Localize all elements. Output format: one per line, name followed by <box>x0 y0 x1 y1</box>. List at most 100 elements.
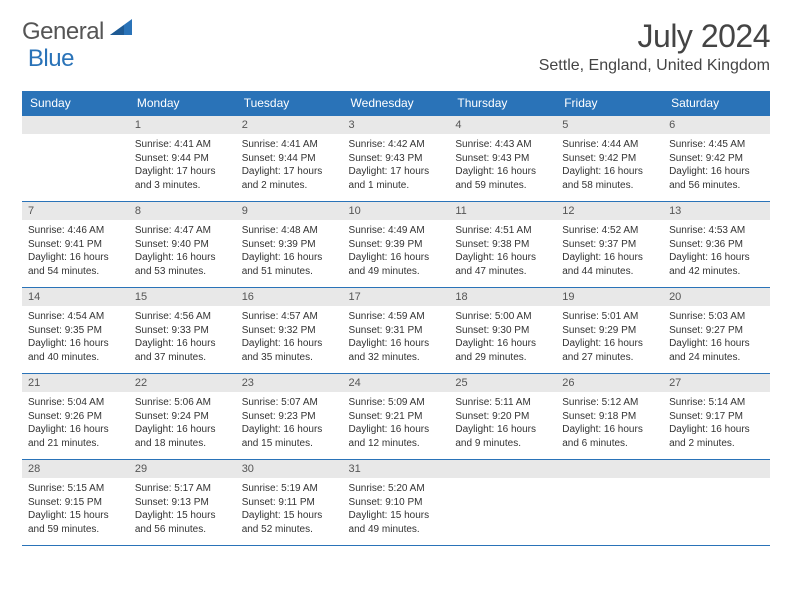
day-number: 13 <box>663 202 770 220</box>
sunset-text: Sunset: 9:42 PM <box>669 152 764 166</box>
day-number: 27 <box>663 374 770 392</box>
daylight-text: Daylight: 16 hours and 6 minutes. <box>562 423 657 450</box>
calendar-cell: 30Sunrise: 5:19 AMSunset: 9:11 PMDayligh… <box>236 460 343 546</box>
day-data: Sunrise: 4:43 AMSunset: 9:43 PMDaylight:… <box>449 134 556 196</box>
day-data: Sunrise: 4:45 AMSunset: 9:42 PMDaylight:… <box>663 134 770 196</box>
sunrise-text: Sunrise: 4:57 AM <box>242 310 337 324</box>
calendar-cell: 29Sunrise: 5:17 AMSunset: 9:13 PMDayligh… <box>129 460 236 546</box>
daylight-text: Daylight: 16 hours and 40 minutes. <box>28 337 123 364</box>
calendar-cell: 15Sunrise: 4:56 AMSunset: 9:33 PMDayligh… <box>129 288 236 374</box>
day-number: 22 <box>129 374 236 392</box>
sunset-text: Sunset: 9:17 PM <box>669 410 764 424</box>
sunrise-text: Sunrise: 5:17 AM <box>135 482 230 496</box>
sunrise-text: Sunrise: 4:52 AM <box>562 224 657 238</box>
logo-word-blue: Blue <box>28 45 74 73</box>
day-data: Sunrise: 5:20 AMSunset: 9:10 PMDaylight:… <box>343 478 450 540</box>
calendar-cell: 24Sunrise: 5:09 AMSunset: 9:21 PMDayligh… <box>343 374 450 460</box>
calendar-cell: 27Sunrise: 5:14 AMSunset: 9:17 PMDayligh… <box>663 374 770 460</box>
day-data: Sunrise: 5:17 AMSunset: 9:13 PMDaylight:… <box>129 478 236 540</box>
sunset-text: Sunset: 9:10 PM <box>349 496 444 510</box>
day-data: Sunrise: 4:52 AMSunset: 9:37 PMDaylight:… <box>556 220 663 282</box>
day-data: Sunrise: 4:47 AMSunset: 9:40 PMDaylight:… <box>129 220 236 282</box>
month-title: July 2024 <box>539 18 770 55</box>
sunset-text: Sunset: 9:18 PM <box>562 410 657 424</box>
day-data: Sunrise: 4:57 AMSunset: 9:32 PMDaylight:… <box>236 306 343 368</box>
day-data: Sunrise: 5:14 AMSunset: 9:17 PMDaylight:… <box>663 392 770 454</box>
daylight-text: Daylight: 17 hours and 1 minute. <box>349 165 444 192</box>
sunrise-text: Sunrise: 4:59 AM <box>349 310 444 324</box>
header-wednesday: Wednesday <box>343 91 450 116</box>
day-number: 4 <box>449 116 556 134</box>
calendar-cell: 8Sunrise: 4:47 AMSunset: 9:40 PMDaylight… <box>129 202 236 288</box>
sunset-text: Sunset: 9:30 PM <box>455 324 550 338</box>
day-header-row: Sunday Monday Tuesday Wednesday Thursday… <box>22 91 770 116</box>
calendar-cell: 17Sunrise: 4:59 AMSunset: 9:31 PMDayligh… <box>343 288 450 374</box>
day-number: 15 <box>129 288 236 306</box>
daylight-text: Daylight: 16 hours and 21 minutes. <box>28 423 123 450</box>
day-data: Sunrise: 5:00 AMSunset: 9:30 PMDaylight:… <box>449 306 556 368</box>
calendar-week-row: 14Sunrise: 4:54 AMSunset: 9:35 PMDayligh… <box>22 288 770 374</box>
day-data: Sunrise: 4:59 AMSunset: 9:31 PMDaylight:… <box>343 306 450 368</box>
sunrise-text: Sunrise: 5:04 AM <box>28 396 123 410</box>
calendar-cell <box>449 460 556 546</box>
calendar-cell: 25Sunrise: 5:11 AMSunset: 9:20 PMDayligh… <box>449 374 556 460</box>
sunrise-text: Sunrise: 5:19 AM <box>242 482 337 496</box>
daylight-text: Daylight: 16 hours and 32 minutes. <box>349 337 444 364</box>
day-data: Sunrise: 4:53 AMSunset: 9:36 PMDaylight:… <box>663 220 770 282</box>
day-number: 6 <box>663 116 770 134</box>
sunset-text: Sunset: 9:33 PM <box>135 324 230 338</box>
day-number-empty <box>663 460 770 478</box>
logo-word-general: General <box>22 18 104 46</box>
day-data: Sunrise: 5:06 AMSunset: 9:24 PMDaylight:… <box>129 392 236 454</box>
day-data: Sunrise: 4:44 AMSunset: 9:42 PMDaylight:… <box>556 134 663 196</box>
daylight-text: Daylight: 17 hours and 2 minutes. <box>242 165 337 192</box>
day-number: 19 <box>556 288 663 306</box>
daylight-text: Daylight: 16 hours and 53 minutes. <box>135 251 230 278</box>
calendar-cell: 19Sunrise: 5:01 AMSunset: 9:29 PMDayligh… <box>556 288 663 374</box>
daylight-text: Daylight: 16 hours and 54 minutes. <box>28 251 123 278</box>
day-number: 3 <box>343 116 450 134</box>
sunset-text: Sunset: 9:41 PM <box>28 238 123 252</box>
calendar-cell: 31Sunrise: 5:20 AMSunset: 9:10 PMDayligh… <box>343 460 450 546</box>
header-saturday: Saturday <box>663 91 770 116</box>
sunset-text: Sunset: 9:38 PM <box>455 238 550 252</box>
sunrise-text: Sunrise: 4:51 AM <box>455 224 550 238</box>
sunset-text: Sunset: 9:36 PM <box>669 238 764 252</box>
calendar-table: Sunday Monday Tuesday Wednesday Thursday… <box>22 91 770 546</box>
daylight-text: Daylight: 15 hours and 56 minutes. <box>135 509 230 536</box>
sunrise-text: Sunrise: 5:07 AM <box>242 396 337 410</box>
calendar-cell: 26Sunrise: 5:12 AMSunset: 9:18 PMDayligh… <box>556 374 663 460</box>
sunset-text: Sunset: 9:44 PM <box>242 152 337 166</box>
day-data: Sunrise: 4:42 AMSunset: 9:43 PMDaylight:… <box>343 134 450 196</box>
calendar-cell: 16Sunrise: 4:57 AMSunset: 9:32 PMDayligh… <box>236 288 343 374</box>
day-data: Sunrise: 4:49 AMSunset: 9:39 PMDaylight:… <box>343 220 450 282</box>
sunset-text: Sunset: 9:26 PM <box>28 410 123 424</box>
day-data: Sunrise: 5:01 AMSunset: 9:29 PMDaylight:… <box>556 306 663 368</box>
daylight-text: Daylight: 16 hours and 18 minutes. <box>135 423 230 450</box>
calendar-week-row: 21Sunrise: 5:04 AMSunset: 9:26 PMDayligh… <box>22 374 770 460</box>
sunset-text: Sunset: 9:27 PM <box>669 324 764 338</box>
calendar-cell: 4Sunrise: 4:43 AMSunset: 9:43 PMDaylight… <box>449 116 556 202</box>
sunset-text: Sunset: 9:35 PM <box>28 324 123 338</box>
sunrise-text: Sunrise: 4:54 AM <box>28 310 123 324</box>
daylight-text: Daylight: 16 hours and 47 minutes. <box>455 251 550 278</box>
daylight-text: Daylight: 16 hours and 56 minutes. <box>669 165 764 192</box>
daylight-text: Daylight: 16 hours and 29 minutes. <box>455 337 550 364</box>
day-number: 29 <box>129 460 236 478</box>
day-data: Sunrise: 5:09 AMSunset: 9:21 PMDaylight:… <box>343 392 450 454</box>
day-number: 1 <box>129 116 236 134</box>
calendar-cell: 2Sunrise: 4:41 AMSunset: 9:44 PMDaylight… <box>236 116 343 202</box>
day-number: 5 <box>556 116 663 134</box>
header-monday: Monday <box>129 91 236 116</box>
calendar-cell: 23Sunrise: 5:07 AMSunset: 9:23 PMDayligh… <box>236 374 343 460</box>
day-number: 11 <box>449 202 556 220</box>
daylight-text: Daylight: 16 hours and 9 minutes. <box>455 423 550 450</box>
day-number: 20 <box>663 288 770 306</box>
calendar-cell: 1Sunrise: 4:41 AMSunset: 9:44 PMDaylight… <box>129 116 236 202</box>
sunset-text: Sunset: 9:39 PM <box>242 238 337 252</box>
calendar-cell: 21Sunrise: 5:04 AMSunset: 9:26 PMDayligh… <box>22 374 129 460</box>
day-number: 16 <box>236 288 343 306</box>
calendar-cell: 12Sunrise: 4:52 AMSunset: 9:37 PMDayligh… <box>556 202 663 288</box>
day-number: 7 <box>22 202 129 220</box>
sunrise-text: Sunrise: 4:44 AM <box>562 138 657 152</box>
